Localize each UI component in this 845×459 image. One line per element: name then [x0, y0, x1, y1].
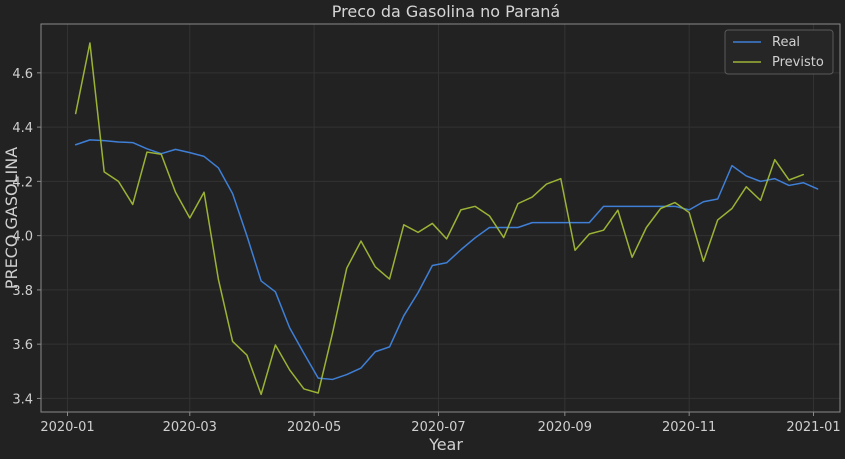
y-tick-label: 3.6: [12, 338, 33, 353]
y-tick-label: 4.6: [12, 67, 33, 82]
x-tick-label: 2020-03: [163, 420, 217, 435]
x-tick-label: 2020-07: [411, 420, 465, 435]
y-tick-label: 3.8: [12, 284, 33, 299]
x-tick-label: 2020-11: [662, 420, 716, 435]
x-tick-label: 2020-09: [538, 420, 592, 435]
grid: [41, 24, 840, 412]
x-tick-label: 2020-05: [287, 420, 341, 435]
legend-box: [724, 29, 834, 75]
x-tick-label: 2020-01: [40, 420, 94, 435]
y-tick-label: 4.4: [12, 121, 33, 136]
y-tick-label: 4.2: [12, 175, 33, 190]
legend-label-previsto: Previsto: [772, 55, 824, 70]
y-tick-label: 3.4: [12, 392, 33, 407]
x-tick-label: 2021-01: [786, 420, 840, 435]
series-line-real: [74, 139, 819, 381]
series-line-previsto: [74, 42, 805, 396]
y-axis-ticks: 3.4 3.6 3.8 4.0 4.2 4.4 4.6: [12, 67, 41, 407]
x-axis-title: Year: [428, 435, 463, 454]
series-lines: [74, 42, 819, 396]
x-axis-ticks: 2020-01 2020-03 2020-05 2020-07 2020-09 2020-…: [40, 412, 841, 435]
legend: Real Previsto: [724, 29, 834, 75]
y-tick-label: 4.0: [12, 230, 33, 245]
legend-label-real: Real: [772, 35, 800, 50]
y-axis-title: PRECO GASOLINA: [2, 147, 21, 289]
chart-title: Preco da Gasolina no Paraná: [332, 2, 560, 21]
plot-frame: [40, 23, 841, 413]
